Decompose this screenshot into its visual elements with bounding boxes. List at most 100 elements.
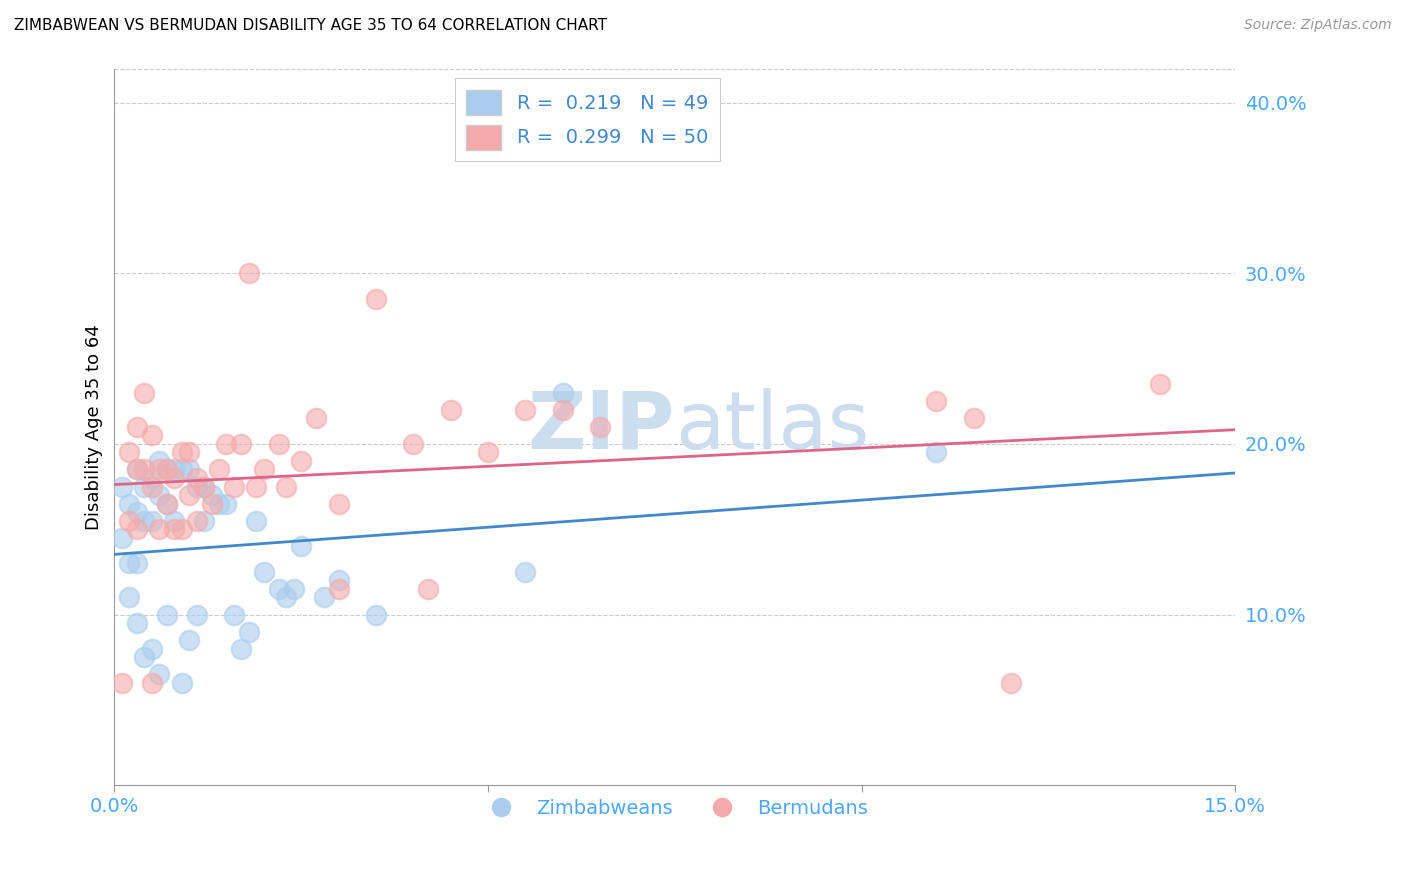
Point bbox=[200, 497, 222, 511]
Point bbox=[238, 266, 260, 280]
Point bbox=[141, 471, 163, 485]
Legend: Zimbabweans, Bermudans: Zimbabweans, Bermudans bbox=[474, 791, 876, 826]
Point bbox=[231, 641, 253, 656]
Point bbox=[276, 479, 298, 493]
Point bbox=[148, 454, 170, 468]
Point bbox=[125, 462, 148, 476]
Point bbox=[215, 437, 238, 451]
Point bbox=[364, 607, 387, 622]
Point bbox=[245, 479, 267, 493]
Point bbox=[179, 488, 201, 502]
Point bbox=[290, 454, 312, 468]
Point bbox=[186, 479, 208, 493]
Point bbox=[179, 462, 201, 476]
Point bbox=[193, 479, 215, 493]
Point bbox=[148, 488, 170, 502]
Point bbox=[925, 445, 948, 459]
Point bbox=[231, 437, 253, 451]
Point bbox=[551, 385, 574, 400]
Point bbox=[118, 514, 141, 528]
Point bbox=[267, 582, 290, 596]
Point bbox=[186, 607, 208, 622]
Point bbox=[156, 497, 179, 511]
Text: ZIMBABWEAN VS BERMUDAN DISABILITY AGE 35 TO 64 CORRELATION CHART: ZIMBABWEAN VS BERMUDAN DISABILITY AGE 35… bbox=[14, 18, 607, 33]
Point bbox=[238, 624, 260, 639]
Point bbox=[215, 497, 238, 511]
Point bbox=[156, 497, 179, 511]
Point bbox=[193, 479, 215, 493]
Point bbox=[208, 462, 231, 476]
Point bbox=[186, 471, 208, 485]
Point bbox=[125, 615, 148, 630]
Point bbox=[222, 607, 245, 622]
Point bbox=[245, 514, 267, 528]
Point bbox=[170, 445, 193, 459]
Point bbox=[111, 531, 134, 545]
Point bbox=[193, 514, 215, 528]
Point bbox=[148, 522, 170, 536]
Point bbox=[163, 514, 186, 528]
Point bbox=[200, 488, 222, 502]
Point bbox=[134, 462, 156, 476]
Point bbox=[156, 462, 179, 476]
Point bbox=[125, 462, 148, 476]
Point bbox=[589, 419, 612, 434]
Point bbox=[515, 402, 537, 417]
Point bbox=[111, 479, 134, 493]
Point bbox=[418, 582, 440, 596]
Point bbox=[328, 574, 350, 588]
Point bbox=[305, 411, 328, 425]
Point bbox=[186, 514, 208, 528]
Point bbox=[134, 479, 156, 493]
Point bbox=[170, 462, 193, 476]
Point bbox=[515, 565, 537, 579]
Point bbox=[118, 557, 141, 571]
Point bbox=[963, 411, 986, 425]
Point bbox=[141, 641, 163, 656]
Point bbox=[253, 565, 276, 579]
Point bbox=[156, 607, 179, 622]
Point bbox=[118, 591, 141, 605]
Point bbox=[179, 633, 201, 648]
Point bbox=[283, 582, 305, 596]
Point bbox=[134, 514, 156, 528]
Point bbox=[290, 539, 312, 553]
Point bbox=[141, 514, 163, 528]
Text: ZIP: ZIP bbox=[527, 388, 675, 466]
Point bbox=[125, 557, 148, 571]
Point bbox=[1149, 377, 1171, 392]
Point bbox=[163, 522, 186, 536]
Point bbox=[163, 471, 186, 485]
Point bbox=[141, 428, 163, 442]
Point bbox=[477, 445, 499, 459]
Point bbox=[328, 582, 350, 596]
Point bbox=[118, 497, 141, 511]
Point bbox=[364, 292, 387, 306]
Point bbox=[156, 462, 179, 476]
Text: Source: ZipAtlas.com: Source: ZipAtlas.com bbox=[1244, 18, 1392, 32]
Point bbox=[179, 445, 201, 459]
Point bbox=[125, 505, 148, 519]
Point bbox=[148, 667, 170, 681]
Point bbox=[134, 650, 156, 665]
Point bbox=[328, 497, 350, 511]
Point bbox=[276, 591, 298, 605]
Point bbox=[141, 479, 163, 493]
Point bbox=[163, 462, 186, 476]
Point bbox=[125, 419, 148, 434]
Point bbox=[1000, 675, 1022, 690]
Point bbox=[925, 394, 948, 409]
Point bbox=[222, 479, 245, 493]
Point bbox=[134, 385, 156, 400]
Y-axis label: Disability Age 35 to 64: Disability Age 35 to 64 bbox=[86, 324, 103, 530]
Point bbox=[141, 675, 163, 690]
Point bbox=[551, 402, 574, 417]
Point bbox=[118, 445, 141, 459]
Point bbox=[402, 437, 425, 451]
Point bbox=[208, 497, 231, 511]
Point bbox=[267, 437, 290, 451]
Text: atlas: atlas bbox=[675, 388, 869, 466]
Point bbox=[170, 675, 193, 690]
Point bbox=[148, 462, 170, 476]
Point bbox=[253, 462, 276, 476]
